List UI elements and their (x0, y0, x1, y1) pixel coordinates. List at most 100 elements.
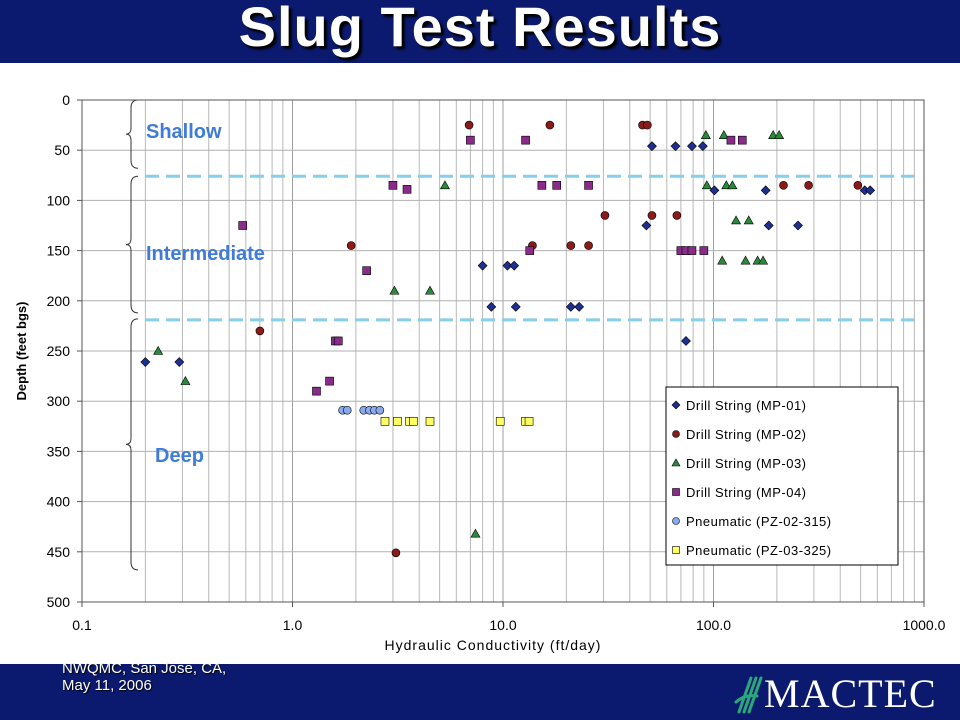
mactec-logo-icon (734, 676, 763, 714)
data-point-series-2 (545, 120, 555, 130)
data-points (140, 120, 876, 558)
data-point-series-1 (687, 141, 697, 152)
data-point-series-1 (510, 301, 521, 312)
legend-entry: Drill String (MP-01) (686, 398, 807, 413)
legend-marker (672, 517, 680, 525)
data-point-series-4 (552, 181, 562, 190)
data-point-series-1 (760, 185, 771, 196)
data-point-series-4 (325, 376, 334, 386)
data-point-series-4 (466, 135, 475, 145)
data-point-series-1 (681, 336, 691, 346)
data-point-series-1 (140, 357, 151, 367)
data-point-series-6 (409, 416, 418, 426)
data-point-series-4 (584, 181, 593, 190)
legend-marker (671, 400, 681, 410)
data-point-series-3 (180, 376, 191, 385)
zone-label-shallow: Shallow (146, 121, 222, 143)
data-point-series-2 (255, 326, 265, 336)
legend-entry: Drill String (MP-03) (686, 456, 807, 471)
data-point-series-3 (768, 130, 779, 139)
legend-entry: Drill String (MP-04) (686, 485, 807, 500)
y-tick-label: 100 (47, 192, 71, 208)
footer-text: NWQMC, San Jose, CA, May 11, 2006 (62, 660, 226, 694)
title-bar (0, 0, 960, 63)
data-point-series-6 (380, 416, 390, 426)
data-point-series-4 (726, 135, 736, 145)
data-point-series-4 (699, 246, 709, 255)
data-point-series-1 (509, 260, 520, 271)
data-point-series-2 (643, 120, 652, 130)
y-tick-label: 350 (47, 443, 71, 459)
data-point-series-3 (470, 528, 481, 538)
data-point-series-4 (737, 135, 747, 145)
legend-marker (672, 546, 680, 554)
data-point-series-3 (774, 130, 785, 139)
data-point-series-2 (600, 211, 610, 220)
data-point-series-4 (238, 221, 248, 230)
data-point-series-3 (424, 285, 436, 295)
data-point-series-3 (727, 180, 738, 190)
legend-entry: Pneumatic (PZ-02-315) (686, 514, 832, 529)
data-point-series-1 (565, 301, 576, 312)
data-point-series-4 (333, 336, 343, 346)
data-point-series-4 (388, 181, 398, 190)
y-tick-label: 300 (47, 393, 71, 409)
data-point-series-1 (174, 357, 185, 367)
data-point-series-3 (721, 180, 732, 190)
y-tick-label: 400 (47, 494, 71, 510)
data-point-series-2 (346, 241, 356, 250)
data-point-series-3 (439, 180, 450, 190)
data-point-series-3 (740, 255, 751, 265)
legend-entry: Drill String (MP-02) (686, 427, 807, 442)
data-point-series-3 (758, 255, 769, 265)
slide-title: Slug Test Results (238, 0, 722, 58)
data-point-series-1 (641, 220, 652, 231)
data-point-series-1 (574, 301, 585, 312)
legend-marker (672, 430, 680, 438)
y-tick-label: 0 (62, 92, 70, 108)
data-point-series-2 (804, 181, 813, 190)
data-point-series-4 (362, 266, 371, 275)
data-point-series-3 (743, 215, 754, 225)
data-point-series-5 (375, 405, 385, 415)
zone-label-deep: Deep (155, 445, 204, 467)
data-point-series-4 (402, 185, 412, 194)
data-point-series-2 (647, 211, 657, 220)
zone-dividers (145, 174, 914, 322)
legend-marker (672, 488, 680, 496)
data-point-series-2 (853, 181, 863, 190)
y-tick-label: 250 (47, 343, 71, 359)
legend-marker (671, 458, 681, 467)
zone-brace (125, 318, 139, 571)
legend-entry: Pneumatic (PZ-03-325) (686, 543, 832, 558)
data-point-series-2 (566, 241, 576, 250)
x-tick-label: 1000.0 (903, 617, 946, 633)
data-point-series-1 (477, 260, 488, 271)
zone-brace (125, 99, 139, 169)
y-tick-label: 200 (47, 293, 71, 309)
data-point-series-3 (701, 180, 712, 190)
data-point-series-1 (793, 220, 803, 231)
data-point-series-6 (393, 416, 402, 426)
y-tick-label: 450 (47, 544, 71, 560)
data-point-series-1 (865, 185, 876, 196)
y-axis-label: Depth (feet bgs) (14, 302, 29, 401)
data-point-series-6 (425, 416, 435, 426)
y-tick-label: 150 (47, 243, 71, 259)
data-point-series-2 (672, 211, 682, 220)
zone-braces: Shallow Intermediate Deep (125, 99, 265, 571)
data-point-series-1 (763, 220, 774, 231)
y-tick-label: 500 (47, 594, 71, 610)
data-point-series-1 (647, 141, 657, 152)
data-point-series-4 (521, 135, 530, 145)
data-point-series-2 (464, 120, 474, 130)
data-point-series-5 (342, 405, 352, 415)
footer-bar (0, 664, 960, 720)
data-point-series-3 (731, 215, 742, 225)
data-point-series-3 (389, 285, 400, 295)
zone-brace (125, 175, 139, 314)
zone-label-intermediate: Intermediate (146, 243, 265, 265)
data-point-series-2 (391, 548, 401, 558)
data-point-series-4 (525, 246, 535, 255)
